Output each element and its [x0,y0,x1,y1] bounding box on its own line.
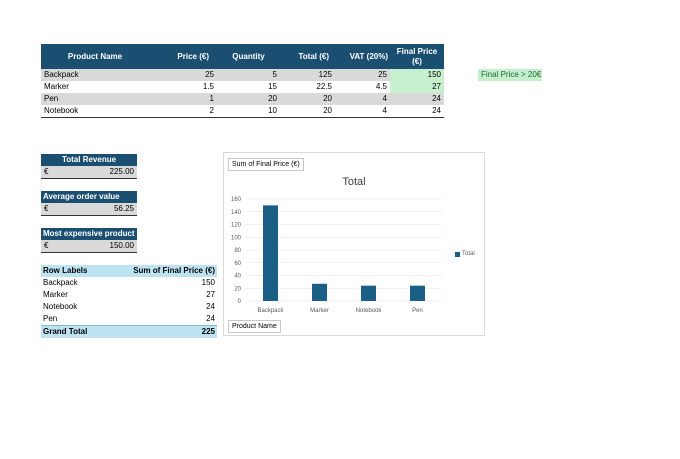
legend-swatch [455,251,460,257]
header-vat[interactable]: VAT (20%) [335,44,390,69]
kpi-value: 225.00 [109,167,134,176]
y-tick-label: 60 [234,261,241,267]
table-cell[interactable]: 4 [335,93,390,105]
table-cell[interactable]: Marker [44,82,69,91]
y-tick-label: 100 [231,235,242,241]
chart-legend[interactable]: Total [455,251,475,257]
bar-marker[interactable] [312,283,327,301]
table-cell[interactable]: 15 [268,82,277,91]
pivot-grand-total-row: Grand Total 225 [41,325,217,338]
table-cell[interactable]: 5 [217,69,280,81]
pivot-row-label[interactable]: Notebook [43,302,78,311]
y-tick-label: 160 [231,197,242,203]
table-row: Marker 1.5 15 22.5 4.5 27 [41,81,444,93]
pivot-row-label[interactable]: Marker [43,290,68,299]
pivot-row-labels-header[interactable]: Row Labels [41,265,129,277]
table-cell[interactable]: 2 [149,105,217,118]
table-cell[interactable]: Pen [41,93,149,105]
pivot-table: Row Labels Sum of Final Price (€) Backpa… [41,265,217,338]
currency-symbol: € [44,167,49,176]
header-total[interactable]: Total (€) [280,44,335,69]
header-quantity[interactable]: Quantity [217,44,280,69]
pivot-header-row: Row Labels Sum of Final Price (€) [41,265,217,277]
table-row: Notebook 2 10 20 4 24 [41,105,444,118]
header-product-name[interactable]: Product Name [41,44,149,69]
y-tick-label: 0 [238,299,242,305]
table-cell[interactable]: 1 [149,93,217,105]
kpi-label[interactable]: Total Revenue [41,154,137,166]
currency-symbol: € [44,241,49,250]
table-cell[interactable]: Notebook [41,105,149,118]
pivot-row-label[interactable]: Backpack [43,278,78,287]
kpi-label[interactable]: Most expensive product [41,228,137,240]
y-tick-label: 20 [234,286,241,292]
y-tick-label: 80 [234,248,241,254]
kpi-total-revenue: Total Revenue € 225.00 [41,154,137,179]
bar-backpack[interactable] [263,205,278,301]
pivot-row: Marker 27 [41,289,217,301]
table-cell[interactable]: 22.5 [316,82,332,91]
table-row: Pen 1 20 20 4 24 [41,93,444,105]
table-header-row: Product Name Price (€) Quantity Total (€… [41,44,444,69]
legend-label: Total [462,251,475,257]
pivot-row: Pen 24 [41,313,217,326]
y-tick-label: 140 [231,210,242,216]
table-cell[interactable]: 4 [335,105,390,118]
value-field-button[interactable]: Sum of Final Price (€) [228,158,304,171]
table-cell[interactable]: 24 [390,93,444,105]
kpi-average-order-value: Average order value € 56.25 [41,191,137,216]
pivot-row: Notebook 24 [41,301,217,313]
pivot-row-value[interactable]: 27 [206,290,215,299]
table-cell[interactable]: 4.5 [375,82,387,91]
pivot-row-label[interactable]: Pen [43,314,58,323]
y-tick-label: 40 [234,274,241,280]
kpi-value-cell[interactable]: € 150.00 [41,240,137,253]
axis-field-button[interactable]: Product Name [228,320,281,333]
kpi-label[interactable]: Average order value [41,191,137,203]
table-cell[interactable]: 10 [217,105,280,118]
kpi-value: 56.25 [113,204,134,213]
pivot-grand-total-label[interactable]: Grand Total [41,325,129,338]
pivot-row: Backpack 150 [41,277,217,289]
table-cell[interactable]: 24 [390,105,444,118]
table-cell[interactable]: 20 [217,93,280,105]
table-cell[interactable]: 150 [390,69,444,81]
table-cell[interactable]: 125 [280,69,335,81]
pivot-grand-total-value[interactable]: 225 [129,325,217,338]
x-tick-label: Marker [310,308,329,314]
table-cell[interactable]: 27 [390,81,444,93]
kpi-most-expensive-product: Most expensive product € 150.00 [41,228,137,253]
kpi-value-cell[interactable]: € 225.00 [41,166,137,179]
kpi-value: 150.00 [109,241,134,250]
header-final-price[interactable]: Final Price (€) [390,44,444,69]
pivot-row-value[interactable]: 150 [201,278,215,287]
chart-plot-area: 0 20 40 60 80 100 120 140 160 Backpack Marker Noteb… [231,197,442,314]
pivot-chart[interactable]: Sum of Final Price (€) Total 0 20 40 60 80 10… [223,152,485,336]
table-cell[interactable]: Backpack [41,69,149,81]
table-cell[interactable]: 20 [280,93,335,105]
pivot-value-header[interactable]: Sum of Final Price (€) [129,265,217,277]
y-tick-label: 120 [231,223,242,229]
table-cell[interactable]: 25 [335,69,390,81]
conditional-format-note[interactable]: Final Price > 20€ [478,69,542,81]
bar-notebook[interactable] [361,285,376,301]
table-row: Backpack 25 5 125 25 150 [41,69,444,81]
pivot-row-value[interactable]: 24 [206,302,215,311]
table-cell[interactable]: 25 [149,69,217,81]
table-cell[interactable]: 1.5 [202,82,214,91]
chart-title: Total [342,176,366,188]
table-cell[interactable]: 20 [280,105,335,118]
product-table: Product Name Price (€) Quantity Total (€… [41,44,444,118]
kpi-value-cell[interactable]: € 56.25 [41,203,137,216]
x-tick-label: Backpack [257,308,284,314]
x-tick-label: Pen [412,308,423,314]
currency-symbol: € [44,204,49,213]
x-tick-label: Notebook [356,308,383,314]
header-price[interactable]: Price (€) [149,44,217,69]
pivot-row-value[interactable]: 24 [206,314,215,323]
bar-pen[interactable] [410,285,425,301]
